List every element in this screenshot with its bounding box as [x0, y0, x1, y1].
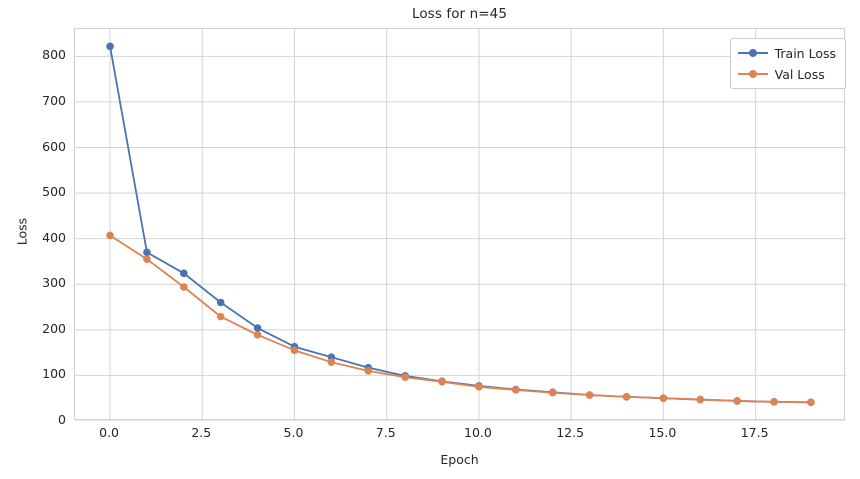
- legend-marker-icon: [737, 47, 768, 59]
- data-point: [253, 324, 262, 332]
- data-point: [438, 377, 446, 386]
- legend-marker-icon: [737, 68, 768, 80]
- x-axis-label: Epoch: [440, 452, 479, 467]
- data-point: [807, 398, 815, 407]
- data-point: [770, 398, 778, 406]
- legend-dot-icon: [748, 49, 757, 57]
- data-point: [696, 395, 705, 404]
- legend-item[interactable]: Val Loss: [737, 66, 836, 82]
- plot-canvas: [75, 29, 846, 421]
- series-line: [109, 45, 812, 404]
- data-point: [364, 367, 373, 375]
- chart-legend: Train Loss Val Loss: [729, 38, 846, 89]
- y-tick-label: 800: [42, 47, 66, 63]
- y-tick-label: 0: [58, 411, 66, 427]
- data-point: [253, 331, 262, 339]
- data-point: [622, 393, 631, 401]
- data-point: [548, 388, 557, 397]
- chart-title: Loss for n=45: [411, 6, 508, 22]
- plot-area: [74, 28, 846, 421]
- data-point: [290, 346, 299, 355]
- y-tick-label: 100: [42, 366, 66, 382]
- x-tick-label: 15.0: [648, 425, 677, 440]
- data-point: [512, 386, 520, 394]
- data-point: [216, 298, 225, 307]
- legend-label: Train Loss: [774, 45, 836, 61]
- data-point: [106, 42, 114, 51]
- data-point: [585, 391, 594, 399]
- series-line: [109, 234, 812, 404]
- series-2: [106, 231, 815, 407]
- data-point: [659, 394, 668, 403]
- data-point: [143, 255, 151, 263]
- data-point: [327, 358, 336, 367]
- x-tick-label: 0.0: [99, 425, 119, 440]
- data-point: [180, 283, 188, 291]
- grid-lines: [75, 29, 846, 421]
- y-tick-label: 300: [42, 275, 66, 290]
- y-axis-tick-labels: 0 100 200 300 400 500 600 700 800: [0, 0, 66, 479]
- y-tick-label: 200: [42, 320, 66, 336]
- legend-label: Val Loss: [774, 66, 825, 82]
- data-point: [180, 269, 188, 278]
- y-tick-label: 400: [42, 229, 66, 245]
- data-point: [733, 397, 741, 405]
- series-1: [106, 42, 815, 407]
- data-point: [475, 383, 483, 391]
- x-tick-label: 17.5: [740, 425, 769, 440]
- y-tick-label: 600: [42, 138, 66, 154]
- y-tick-label: 500: [42, 183, 66, 199]
- x-tick-label: 10.0: [464, 425, 492, 440]
- y-tick-label: 700: [42, 92, 66, 108]
- data-point: [106, 231, 114, 240]
- data-point: [143, 248, 151, 257]
- data-point: [401, 373, 409, 382]
- x-tick-label: 12.5: [556, 425, 585, 440]
- data-point: [216, 312, 225, 321]
- x-tick-label: 7.5: [375, 425, 396, 440]
- legend-dot-icon: [748, 70, 757, 78]
- legend-item[interactable]: Train Loss: [737, 45, 836, 61]
- x-tick-label: 5.0: [283, 425, 304, 440]
- x-tick-label: 2.5: [191, 425, 212, 440]
